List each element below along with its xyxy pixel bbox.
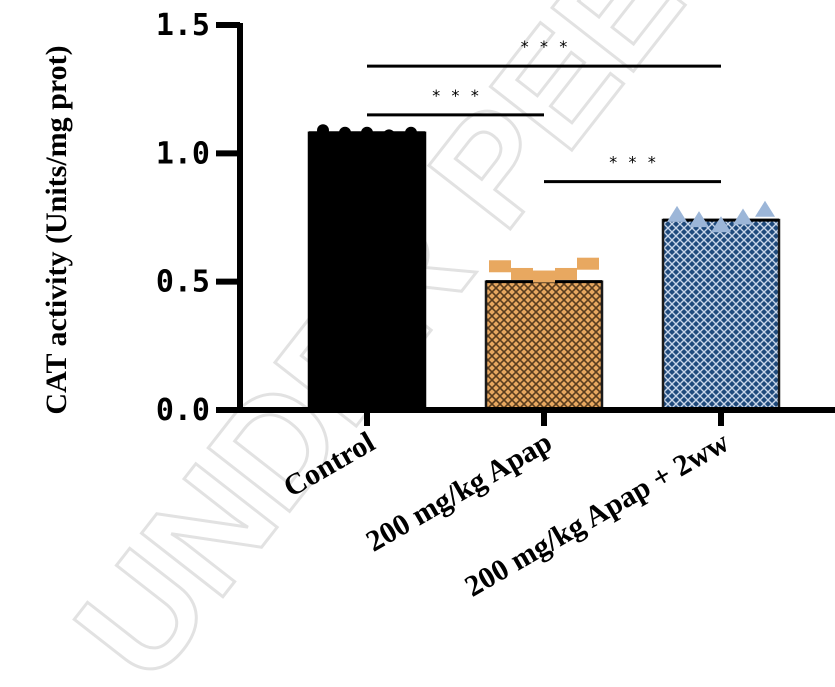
significance-label-3: * * * bbox=[608, 153, 656, 172]
y-tick-label: 0.0 bbox=[156, 393, 210, 428]
bar-1 bbox=[307, 131, 427, 412]
data-point bbox=[711, 216, 731, 233]
significance-label-2: * * * bbox=[431, 86, 479, 105]
data-point bbox=[555, 267, 577, 280]
data-point bbox=[533, 270, 555, 283]
bar-3 bbox=[661, 218, 781, 412]
data-point bbox=[689, 211, 709, 228]
significance-brackets: * * * * * * * * * bbox=[367, 37, 721, 184]
data-point bbox=[339, 126, 351, 139]
y-tick-label: 1.5 bbox=[156, 8, 210, 43]
data-point bbox=[667, 205, 687, 222]
y-tick-label: 1.0 bbox=[156, 136, 210, 171]
data-point bbox=[755, 200, 775, 217]
data-point bbox=[361, 126, 373, 139]
data-point bbox=[489, 260, 511, 273]
data-point bbox=[405, 126, 417, 139]
bar-2 bbox=[484, 280, 604, 412]
data-point bbox=[733, 208, 753, 225]
data-point bbox=[577, 257, 599, 270]
y-axis-label: CAT activity (Units/mg prot) bbox=[40, 45, 73, 414]
data-point bbox=[317, 124, 329, 137]
significance-label-1: * * * bbox=[520, 37, 568, 56]
y-tick-label: 0.5 bbox=[156, 265, 210, 300]
data-point bbox=[383, 129, 395, 142]
data-point bbox=[511, 267, 533, 280]
